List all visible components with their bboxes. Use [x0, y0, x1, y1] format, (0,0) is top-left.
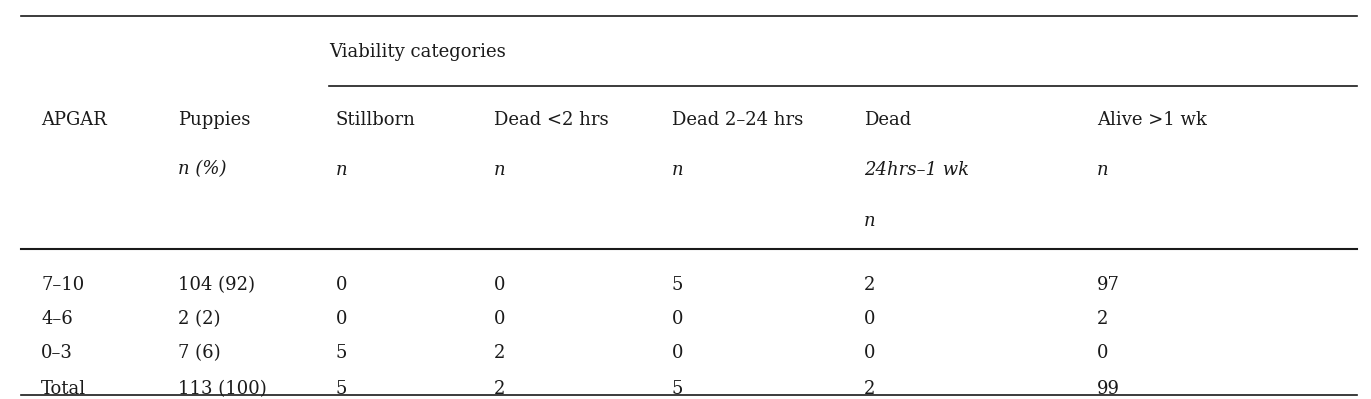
Text: n: n	[1097, 160, 1108, 179]
Text: Total: Total	[41, 380, 86, 398]
Text: 113 (100): 113 (100)	[178, 380, 267, 398]
Text: 0: 0	[336, 310, 347, 328]
Text: 24hrs–1 wk: 24hrs–1 wk	[864, 160, 969, 179]
Text: 7–10: 7–10	[41, 276, 85, 294]
Text: n: n	[864, 212, 875, 231]
Text: 97: 97	[1097, 276, 1120, 294]
Text: 0: 0	[494, 310, 505, 328]
Text: 2: 2	[494, 344, 505, 362]
Text: 2: 2	[864, 380, 875, 398]
Text: APGAR: APGAR	[41, 111, 107, 129]
Text: Viability categories: Viability categories	[329, 43, 506, 61]
Text: 7 (6): 7 (6)	[178, 344, 221, 362]
Text: 0: 0	[336, 276, 347, 294]
Text: 2: 2	[1097, 310, 1108, 328]
Text: 0: 0	[864, 310, 875, 328]
Text: 5: 5	[672, 276, 683, 294]
Text: 5: 5	[336, 380, 347, 398]
Text: 5: 5	[672, 380, 683, 398]
Text: 0–3: 0–3	[41, 344, 73, 362]
Text: Alive >1 wk: Alive >1 wk	[1097, 111, 1206, 129]
Text: 5: 5	[336, 344, 347, 362]
Text: 4–6: 4–6	[41, 310, 73, 328]
Text: 0: 0	[1097, 344, 1108, 362]
Text: n: n	[672, 160, 683, 179]
Text: Dead <2 hrs: Dead <2 hrs	[494, 111, 609, 129]
Text: 104 (92): 104 (92)	[178, 276, 255, 294]
Text: Dead: Dead	[864, 111, 910, 129]
Text: 0: 0	[672, 344, 683, 362]
Text: n: n	[336, 160, 347, 179]
Text: 2 (2): 2 (2)	[178, 310, 221, 328]
Text: 99: 99	[1097, 380, 1120, 398]
Text: 0: 0	[672, 310, 683, 328]
Text: Stillborn: Stillborn	[336, 111, 415, 129]
Text: 2: 2	[864, 276, 875, 294]
Text: 2: 2	[494, 380, 505, 398]
Text: n: n	[494, 160, 505, 179]
Text: 0: 0	[864, 344, 875, 362]
Text: Dead 2–24 hrs: Dead 2–24 hrs	[672, 111, 803, 129]
Text: 0: 0	[494, 276, 505, 294]
Text: n (%): n (%)	[178, 160, 226, 179]
Text: Puppies: Puppies	[178, 111, 251, 129]
